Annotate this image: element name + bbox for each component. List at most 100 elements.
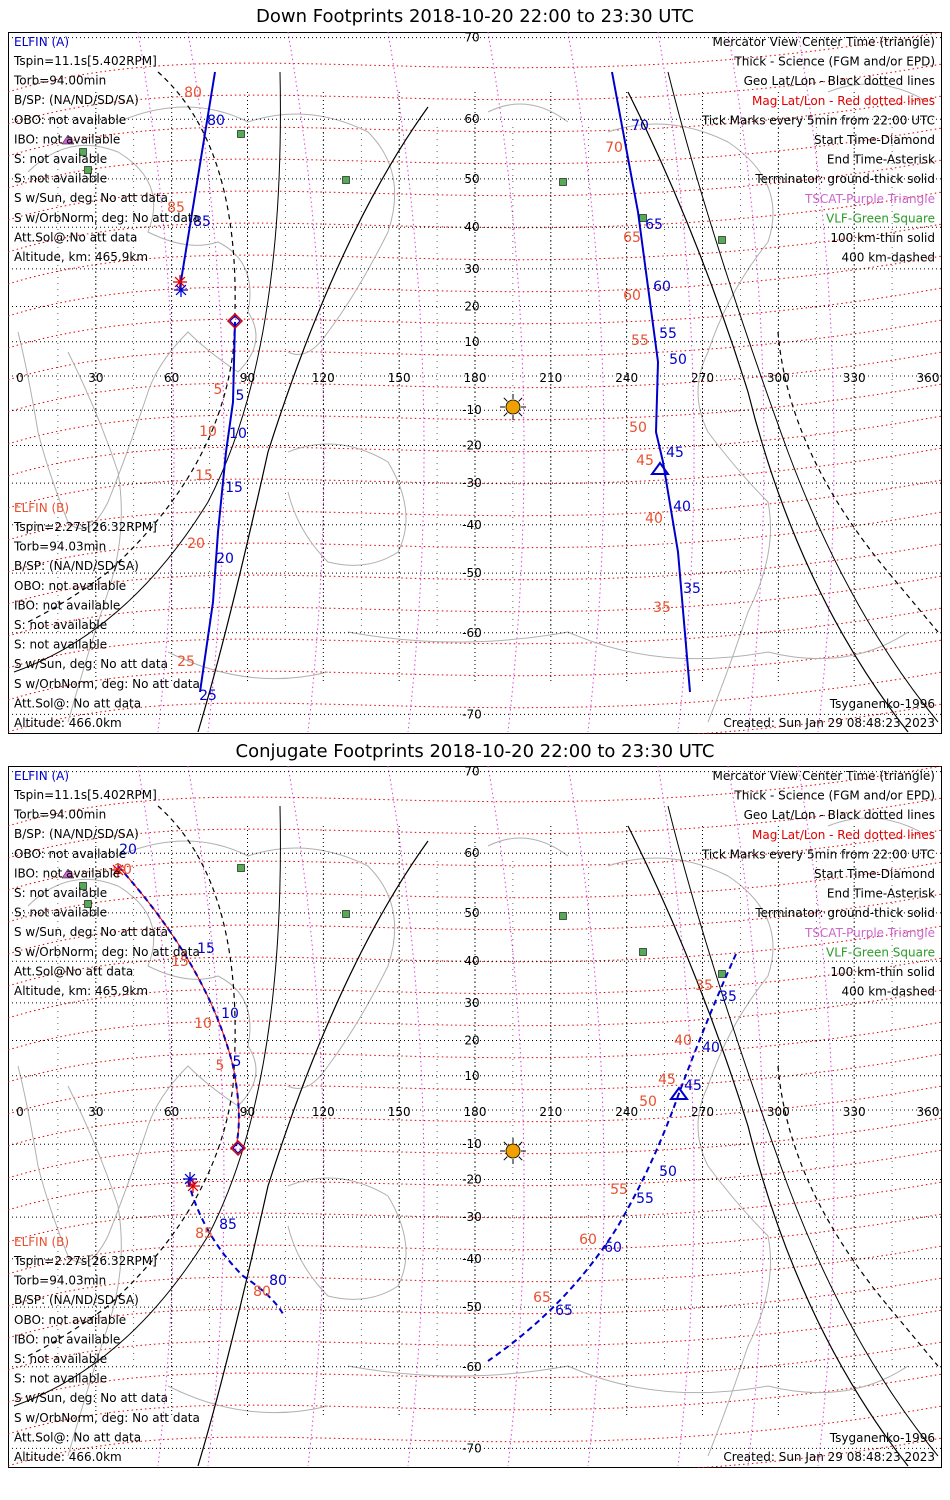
tick-label: 15 (197, 941, 215, 957)
mag-lat-line (8, 95, 942, 157)
lat-label: -30 (462, 476, 482, 490)
legend-item: 400 km-dashed (841, 985, 935, 999)
mag-lat-line (8, 1149, 942, 1211)
sun-ray (518, 397, 523, 402)
elfin-b-line: OBO: not available (14, 579, 126, 593)
legend-item: Mercator View Center Time (triangle) (713, 769, 935, 783)
start-time-diamond (229, 1139, 247, 1157)
terminator-400km-right (777, 1065, 939, 1367)
mag-lon-line (567, 32, 605, 733)
coastlines (17, 83, 929, 723)
elfin-a-line: S: not available (14, 152, 107, 166)
elfin-b-line: Att.Sol@: No att data (14, 696, 141, 710)
tick-label: 80 (184, 85, 202, 101)
elfin-b-line: Att.Sol@: No att data (14, 1430, 141, 1444)
coastline (487, 103, 569, 123)
vlf-stations (79, 864, 726, 978)
tick-label: 35 (653, 600, 671, 616)
tick-label: 25 (177, 654, 195, 670)
tick-label: 85 (193, 214, 211, 230)
lat-label: -10 (462, 403, 482, 417)
elfin-a-line: S: not available (14, 172, 107, 186)
tick-label: 10 (194, 1016, 212, 1032)
mag-lon-line (797, 766, 835, 1467)
lat-label: -70 (462, 707, 482, 721)
elfin-a-line: B/SP: (NA/ND/SD/SA) (14, 827, 139, 841)
vlf-green-square (718, 970, 726, 978)
lat-label: -20 (462, 1172, 482, 1186)
geo-labels: 0 30 60 90 120 150 180 210 240 270 300 330 360 70 60 50… (16, 32, 939, 721)
geo-labels: 0 30 60 90 120 150 180 210 240 270 300 330 360 70 60 50… (16, 766, 939, 1455)
tick-label: 55 (631, 333, 649, 349)
elfin-b-line: B/SP: (NA/ND/SD/SA) (14, 1293, 139, 1307)
lon-label: 150 (388, 1105, 411, 1119)
tscat-purple-triangle (61, 134, 75, 145)
tick-label: 50 (639, 1094, 657, 1110)
vlf-green-square (342, 176, 350, 184)
mag-lat-line (8, 127, 942, 189)
elfin-b-line: S: not available (14, 638, 107, 652)
lat-label: 10 (464, 1069, 479, 1083)
elfin-a-line: S w/Sun, deg: No att data (14, 191, 168, 205)
coastline (827, 817, 929, 837)
legend-item: Terminator: ground-thick solid (754, 172, 935, 186)
tick-label: 65 (555, 1303, 573, 1319)
geo-grid (8, 37, 942, 715)
geo-grid (8, 771, 942, 1449)
lat-label: 50 (464, 906, 479, 920)
mag-lat-line (8, 159, 942, 221)
lon-label: 90 (240, 371, 255, 385)
mag-lat-line (8, 511, 942, 573)
lat-label: -10 (462, 1137, 482, 1151)
elfin-b-title: ELFIN (B) (14, 501, 69, 515)
mag-lat-line (8, 1085, 942, 1147)
tick-label: 70 (605, 140, 623, 156)
legend-item: End Time-Asterisk (827, 887, 935, 901)
vlf-green-square (84, 900, 92, 908)
mag-lat-line (8, 893, 942, 955)
mag-lat-line (8, 63, 942, 125)
terminator-ground-left (13, 71, 281, 673)
sun-icon (500, 1138, 526, 1164)
tick-label: 5 (216, 1058, 225, 1074)
lat-label: 40 (464, 220, 479, 234)
coastline (287, 1177, 407, 1300)
tick-label: 20 (216, 551, 234, 567)
mag-lat-line (8, 671, 942, 733)
lat-label: 60 (464, 846, 479, 860)
lat-label: -60 (462, 1360, 482, 1374)
mag-lon-line (797, 32, 835, 733)
elfin-b-info: ELFIN (B) Tspin=2.27s[26.32RPM] Torb=94.03… (13, 501, 200, 730)
coastline (827, 83, 929, 103)
lon-label: 240 (615, 371, 638, 385)
coastline (607, 123, 774, 723)
sun-ray (503, 412, 508, 417)
lon-label: 30 (88, 371, 103, 385)
mag-lat-line (8, 415, 942, 477)
coastline (347, 631, 909, 660)
lon-label: 120 (312, 1105, 335, 1119)
elfin-a-line: S: not available (14, 886, 107, 900)
elfin-a-line: S w/OrbNorm, deg: No att data (14, 211, 200, 225)
tick-label: 15 (171, 954, 189, 970)
elfin-a-line: IBO: not available (14, 866, 120, 880)
terminator-400km-left (27, 805, 236, 1357)
lon-label: 360 (917, 371, 940, 385)
mag-lon-line (487, 32, 525, 733)
track-a-south (199, 321, 236, 693)
terminator-ground-right (627, 91, 909, 733)
elfin-a-line: S w/OrbNorm, deg: No att data (14, 945, 200, 959)
mag-lon-line (387, 32, 425, 733)
lat-label: 50 (464, 172, 479, 186)
elfin-b-line: S: not available (14, 1352, 107, 1366)
legend-item: Thick - Science (FGM and/or EPD) (733, 55, 935, 69)
sun-ray (503, 1141, 508, 1146)
mag-lat-line (8, 957, 942, 1019)
lon-label: 210 (539, 1105, 562, 1119)
legend-item: 100 km-thin solid (830, 231, 935, 245)
lat-label: 70 (464, 32, 479, 45)
mag-lat-line (8, 287, 942, 349)
mag-lat-line (8, 1309, 942, 1371)
panel-1-map: 0 30 60 90 120 150 180 210 240 270 300 330 360 70 60 50… (8, 32, 942, 734)
vlf-green-square (79, 882, 87, 890)
